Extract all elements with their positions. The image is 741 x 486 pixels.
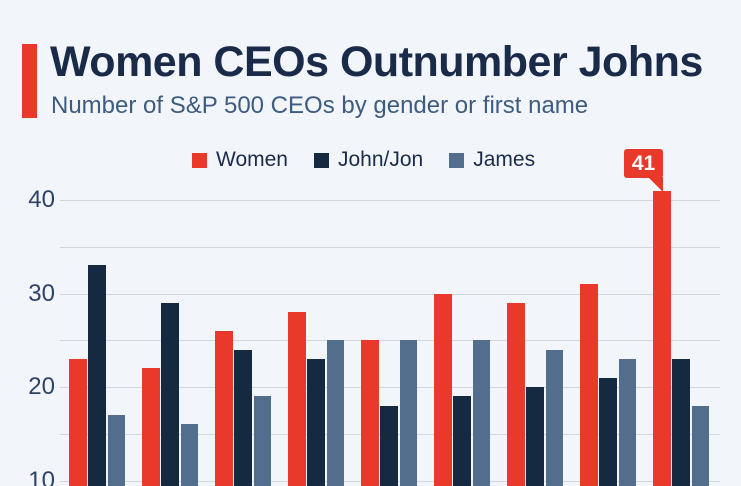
bar-john-jon-group9: [672, 358, 690, 486]
bar-john-jon-group7: [526, 387, 544, 486]
gridline-40: [60, 200, 720, 201]
page-title: Women CEOs Outnumber Johns: [50, 38, 703, 86]
legend-label-john-jon: John/Jon: [337, 148, 424, 171]
bar-women-group1: [69, 358, 87, 486]
bar-john-jon-group3: [234, 349, 252, 486]
gridline-20: [60, 387, 720, 388]
bar-john-jon-group5: [380, 405, 398, 486]
gridline-30: [60, 294, 720, 295]
bar-women-group6: [434, 293, 452, 486]
bar-james-group1: [107, 415, 125, 486]
bar-james-group3: [253, 396, 271, 486]
bar-james-group6: [472, 340, 490, 486]
bar-women-group7: [507, 302, 525, 486]
bar-women-group8: [580, 284, 598, 486]
bar-john-jon-group1: [88, 265, 106, 486]
bar-john-jon-group4: [307, 358, 325, 486]
bar-john-jon-group8: [599, 377, 617, 486]
bar-john-jon-group2: [161, 302, 179, 486]
legend-swatch-women: [192, 152, 207, 168]
page-subtitle: Number of S&P 500 CEOs by gender or firs…: [51, 92, 589, 119]
value-callout-badge: 41: [624, 149, 663, 178]
bar-james-group5: [399, 340, 417, 486]
bar-james-group7: [545, 349, 563, 486]
bar-james-group8: [618, 358, 636, 486]
gridline-35: [60, 247, 720, 248]
legend-label-women: Women: [216, 148, 288, 171]
bar-john-jon-group6: [453, 396, 471, 486]
bar-james-group2: [180, 424, 198, 486]
bar-women-group4: [288, 312, 306, 486]
y-axis-tick-40: 40: [28, 186, 55, 213]
bar-james-group4: [326, 340, 344, 486]
legend-swatch-john-jon: [313, 152, 329, 168]
y-axis-tick-10: 10: [28, 467, 55, 486]
y-axis-tick-30: 30: [28, 280, 55, 307]
gridline-25: [60, 340, 720, 341]
legend-label-james: James: [473, 148, 536, 171]
bar-women-group3: [215, 330, 233, 486]
bar-women-group2: [142, 368, 160, 486]
legend-item-james: James: [449, 148, 535, 172]
bar-women-group5: [361, 340, 379, 486]
legend-item-john-jon: John/Jon: [313, 148, 424, 172]
chart-legend: Women John/Jon James: [192, 148, 535, 172]
title-accent-bar: [22, 44, 37, 118]
bar-women-group9: [653, 190, 671, 486]
bar-james-group9: [691, 405, 709, 486]
legend-item-women: Women: [192, 148, 288, 172]
legend-swatch-james: [449, 152, 465, 168]
y-axis-tick-20: 20: [28, 373, 55, 400]
